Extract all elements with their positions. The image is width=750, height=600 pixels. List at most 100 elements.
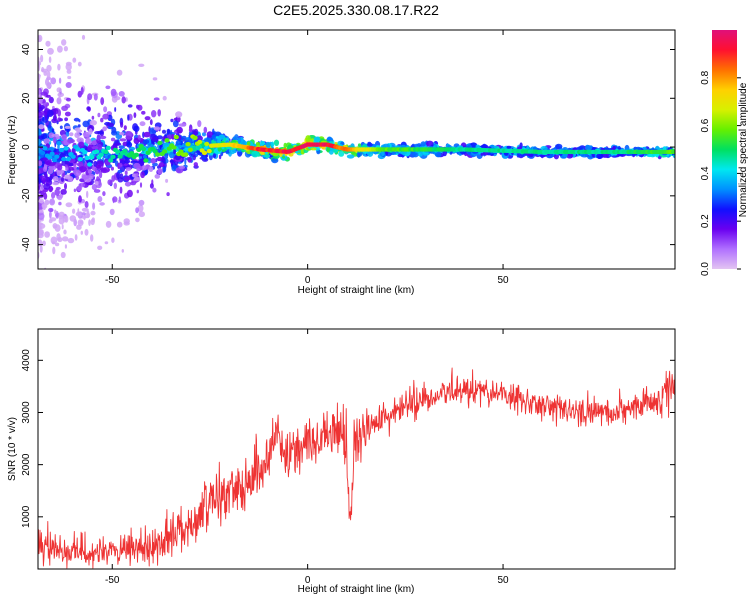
heatmap-blob (46, 71, 51, 79)
heatmap-blob (76, 275, 79, 281)
heatmap-blob (48, 96, 54, 104)
heatmap-blob (142, 139, 150, 145)
heatmap-blob (80, 87, 84, 95)
colorbar-ramp (712, 30, 737, 269)
heatmap-blob (102, 126, 107, 132)
y-tick-label: -40 (21, 237, 32, 252)
heatmap-blob (313, 136, 321, 143)
ridge-blob (110, 154, 116, 159)
heatmap-blob (38, 102, 42, 108)
heatmap-blob (78, 119, 81, 123)
heatmap-blob (162, 95, 167, 101)
heatmap-blob (91, 115, 95, 120)
heatmap-blob (102, 113, 110, 120)
heatmap-blob (38, 138, 42, 146)
heatmap-blob (114, 107, 117, 112)
heatmap-blob (118, 196, 121, 203)
heatmap-blob (69, 215, 77, 222)
heatmap-blob (119, 186, 123, 194)
heatmap-blob (62, 215, 68, 223)
heatmap-blob (118, 91, 125, 97)
heatmap-blob (171, 133, 175, 140)
heatmap-blob (80, 230, 84, 235)
heatmap-blob (116, 221, 123, 228)
heatmap-blob (165, 178, 169, 183)
heatmap-blob (201, 156, 207, 160)
heatmap-blob (139, 121, 146, 127)
heatmap-blob (273, 139, 280, 146)
heatmap-blob (153, 97, 160, 101)
heatmap-blob (41, 203, 48, 209)
heatmap-blob (171, 164, 177, 172)
heatmap-blob (82, 120, 90, 128)
heatmap-blob (88, 173, 95, 179)
heatmap-blob (60, 189, 67, 195)
heatmap-blob (172, 120, 179, 128)
heatmap-blob (48, 56, 52, 63)
heatmap-blob (206, 131, 214, 138)
ridge-blob (152, 149, 158, 154)
heatmap-blob (77, 61, 82, 67)
heatmap-blob (85, 138, 92, 144)
heatmap-blob (91, 146, 99, 150)
heatmap-blob (41, 66, 45, 73)
heatmap-blob (47, 124, 51, 129)
heatmap-blob (120, 121, 124, 128)
heatmap-blob (149, 119, 153, 126)
heatmap-blob (139, 182, 143, 188)
heatmap-blob (149, 183, 154, 189)
heatmap-blob (192, 154, 196, 161)
heatmap-blob (58, 201, 62, 206)
heatmap-blob (84, 228, 89, 236)
heatmap-blob (64, 125, 72, 129)
heatmap-blob (58, 211, 65, 218)
heatmap-blob (175, 111, 183, 118)
chart-title: C2E5.2025.330.08.17.R22 (273, 2, 439, 18)
heatmap-blob (54, 209, 57, 214)
heatmap-blob (148, 166, 154, 172)
heatmap-blob (126, 189, 133, 198)
heatmap-blob (111, 237, 115, 243)
heatmap-blob (76, 224, 82, 230)
heatmap-blob (54, 242, 60, 247)
spectrogram-ylabel: Frequency (Hz) (7, 116, 18, 185)
heatmap-blob (59, 152, 66, 159)
ridge-blob (192, 135, 198, 140)
heatmap-blob (116, 69, 123, 76)
heatmap-blob (60, 251, 66, 259)
heatmap-blob (53, 176, 59, 182)
heatmap-blob (118, 145, 125, 150)
heatmap-blob (119, 138, 127, 142)
ridge-blob (122, 148, 128, 154)
ridge-blob (143, 158, 149, 163)
x-tick-label: 50 (497, 575, 509, 586)
heatmap-blob (73, 165, 77, 169)
heatmap-blob (74, 234, 78, 241)
heatmap-blob (310, 147, 317, 151)
heatmap-blob (228, 147, 236, 155)
heatmap-blob (48, 207, 54, 213)
spectrogram-ticks: -50 0 50 -40 -20 0 20 40 (21, 30, 675, 286)
ridge-blob (173, 134, 179, 140)
heatmap-blob (271, 141, 275, 148)
heatmap-blob (127, 104, 133, 108)
ridge-blob (201, 150, 208, 156)
ridge-blob (157, 140, 163, 146)
heatmap-blob (105, 220, 112, 228)
ridge-blob (49, 151, 55, 156)
heatmap-blob (57, 45, 63, 53)
snr-panel: -50 0 50 1000 2000 3000 4000 Height of straigh… (7, 328, 676, 595)
heatmap-blob (73, 169, 82, 177)
heatmap-blob (152, 77, 158, 81)
heatmap-blob (78, 195, 82, 203)
heatmap-blob (151, 137, 158, 142)
y-tick-label: 4000 (21, 349, 32, 372)
ridge-blob (65, 156, 72, 162)
heatmap-blob (51, 133, 60, 138)
ridge-blob (77, 157, 83, 162)
heatmap-blob (170, 118, 174, 123)
heatmap-blob (48, 219, 53, 224)
heatmap-blob (47, 109, 54, 118)
heatmap-blob (40, 54, 44, 63)
colorbar-tick-label: 0.2 (700, 214, 711, 228)
